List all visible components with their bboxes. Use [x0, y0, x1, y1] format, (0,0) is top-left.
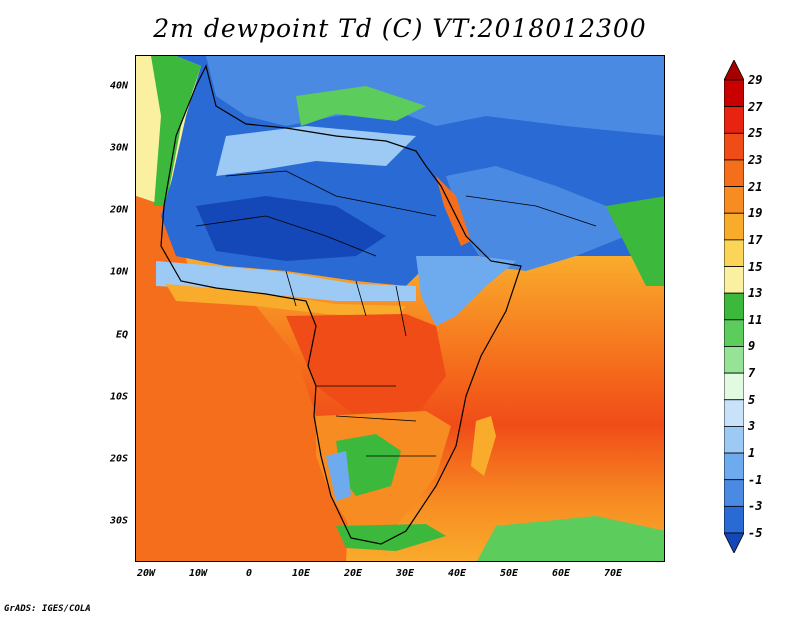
lon-label: 40E — [447, 568, 467, 579]
lon-label: 70E — [603, 568, 623, 579]
central-africa — [286, 314, 446, 416]
credit-text: GrADS: IGES/COLA — [4, 604, 91, 614]
lon-label: 60E — [551, 568, 571, 579]
colorbar-label: 5 — [748, 392, 756, 407]
colorbar-label: 9 — [748, 339, 756, 354]
colorbar-label: 23 — [748, 152, 763, 167]
india — [606, 196, 664, 286]
lon-label: 20W — [136, 568, 156, 579]
colorbar-bin — [724, 239, 744, 267]
colorbar-label: 7 — [748, 366, 756, 381]
colorbar-bin — [724, 266, 744, 294]
colorbar-bin — [724, 292, 744, 321]
colorbar-bin — [724, 532, 744, 553]
colorbar-label: 1 — [748, 446, 756, 461]
colorbar-bin — [724, 319, 744, 347]
lat-label: 20S — [109, 453, 128, 465]
colorbar-bin — [724, 452, 744, 481]
med-green — [296, 86, 426, 126]
kalahari — [336, 434, 401, 496]
lon-label: 10E — [291, 568, 311, 579]
colorbar-label: -5 — [748, 526, 763, 540]
colorbar-label: 25 — [748, 126, 763, 141]
colorbar-bin — [724, 399, 744, 427]
colorbar-bin — [724, 426, 744, 454]
lon-label: 20E — [343, 568, 363, 579]
horn-of-africa — [416, 256, 516, 326]
lat-label: 10S — [109, 391, 128, 403]
southern-ocean-green — [477, 516, 664, 561]
colorbar-bin — [724, 132, 744, 161]
colorbar-label: -1 — [748, 472, 763, 487]
colorbar-bin — [724, 505, 744, 534]
colorbar — [724, 60, 744, 553]
chart-title: 2m dewpoint Td (C) VT:2018012300 — [153, 14, 647, 43]
colorbar-bin — [724, 79, 744, 108]
lon-label: 50E — [499, 568, 519, 579]
colorbar-bin — [724, 60, 744, 81]
colorbar-bin — [724, 372, 744, 401]
colorbar-bin — [724, 106, 744, 134]
dewpoint-map — [135, 55, 665, 562]
africa-coastline — [160, 64, 522, 545]
south-coast-green — [336, 524, 446, 551]
lat-label: 40N — [109, 80, 128, 92]
colorbar-label: 27 — [748, 99, 763, 114]
sahel-coast — [166, 284, 406, 318]
lat-label: 30S — [109, 515, 128, 527]
sahel-band — [156, 261, 416, 301]
lat-label: 30N — [109, 142, 128, 154]
colorbar-label: 11 — [748, 312, 763, 327]
namib-dry — [326, 451, 351, 501]
madagascar — [471, 416, 496, 476]
colorbar-bin — [724, 159, 744, 187]
colorbar-label: 3 — [748, 419, 756, 434]
colorbar-label: 29 — [748, 73, 763, 87]
lon-label: 30E — [395, 568, 415, 579]
colorbar-label: 21 — [748, 179, 763, 194]
country-borders — [195, 170, 597, 457]
lat-label: 10N — [109, 266, 128, 278]
colorbar-label: 19 — [748, 206, 763, 221]
colorbar-bin — [724, 346, 744, 374]
lon-label: 0 — [245, 568, 253, 579]
colorbar-label: 13 — [748, 286, 763, 301]
lon-label: 10W — [188, 568, 208, 579]
colorbar-label: 15 — [748, 259, 763, 274]
lat-label: EQ — [115, 329, 128, 341]
colorbar-bin — [724, 212, 744, 241]
colorbar-bin — [724, 479, 744, 507]
arabia — [446, 166, 626, 271]
lat-label: 20N — [109, 204, 128, 216]
colorbar-bin — [724, 186, 744, 214]
colorbar-label: 17 — [748, 232, 763, 247]
colorbar-label: -3 — [748, 499, 763, 514]
sahara-deep — [196, 196, 386, 261]
atlantic-green-band — [151, 56, 201, 206]
